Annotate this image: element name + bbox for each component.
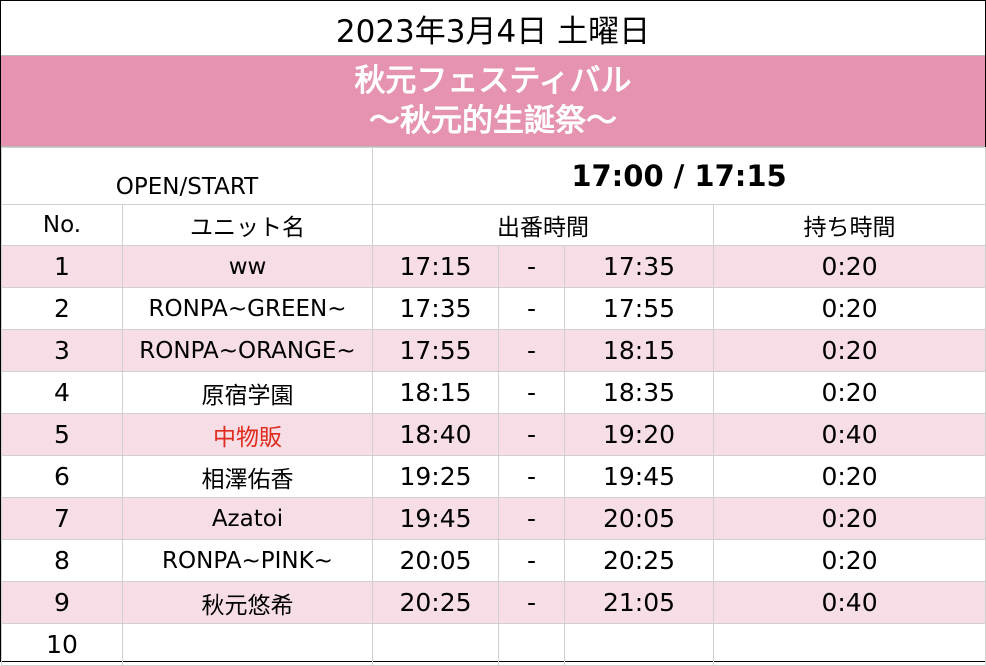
unit-name [121, 623, 374, 666]
time-separator: - [498, 497, 566, 540]
table-row: 10 [1, 623, 986, 666]
table-row: 3 RONPA~ORANGE~ 17:55-18:15 0:20 [1, 329, 986, 372]
time-separator: - [498, 581, 566, 624]
unit-name: RONPA~ORANGE~ [121, 329, 374, 372]
end-time: 20:25 [564, 539, 715, 582]
duration: 0:40 [713, 413, 986, 456]
duration: 0:20 [713, 287, 986, 330]
event-title: 秋元フェスティバル [354, 63, 632, 99]
duration: 0:20 [713, 371, 986, 414]
row-number: 8 [1, 539, 123, 582]
row-number: 1 [1, 245, 123, 288]
unit-name: 中物販 [121, 413, 374, 456]
open-start-label: OPEN/START [0, 147, 374, 205]
table-row: 4 原宿学園 18:15-18:35 0:20 [1, 371, 986, 414]
unit-name: ww [121, 245, 374, 288]
duration: 0:40 [713, 581, 986, 624]
row-number: 10 [1, 623, 123, 666]
duration: 0:20 [713, 539, 986, 582]
unit-name: Azatoi [121, 497, 374, 540]
unit-name: RONPA~PINK~ [121, 539, 374, 582]
duration: 0:20 [713, 455, 986, 498]
table-row: 5 中物販 18:40-19:20 0:40 [1, 413, 986, 456]
end-time [564, 623, 715, 666]
start-time [372, 623, 500, 666]
column-header-slot: 出番時間 [372, 204, 715, 246]
time-separator: - [498, 539, 566, 582]
row-number: 2 [1, 287, 123, 330]
event-title-banner: 秋元フェスティバル 〜秋元的生誕祭〜 [1, 55, 985, 147]
table-row: 1 ww 17:15-17:35 0:20 [1, 245, 986, 288]
start-time: 18:40 [372, 413, 500, 456]
time-separator: - [498, 287, 566, 330]
time-separator: - [498, 413, 566, 456]
timetable-body: 1 ww 17:15-17:35 0:20 2 RONPA~GREEN~ 17:35-17:… [1, 245, 986, 666]
table-row: 8 RONPA~PINK~ 20:05-20:25 0:20 [1, 539, 986, 582]
end-time: 18:15 [564, 329, 715, 372]
start-time: 20:05 [372, 539, 500, 582]
time-separator: - [498, 371, 566, 414]
unit-name: RONPA~GREEN~ [121, 287, 374, 330]
event-subtitle: 〜秋元的生誕祭〜 [369, 103, 617, 139]
start-time: 17:15 [372, 245, 500, 288]
start-time: 19:45 [372, 497, 500, 540]
end-time: 21:05 [564, 581, 715, 624]
timetable-grid: OPEN/START 17:00 / 17:15 No. ユニット名 出番時間 … [0, 147, 986, 666]
time-separator: - [498, 455, 566, 498]
row-number: 3 [1, 329, 123, 372]
column-header-unit: ユニット名 [121, 204, 374, 246]
unit-name: 相澤佑香 [121, 455, 374, 498]
unit-name: 原宿学園 [121, 371, 374, 414]
table-row: 6 相澤佑香 19:25-19:45 0:20 [1, 455, 986, 498]
time-separator [498, 623, 566, 666]
end-time: 19:20 [564, 413, 715, 456]
end-time: 17:35 [564, 245, 715, 288]
table-row: 9 秋元悠希 20:25-21:05 0:40 [1, 581, 986, 624]
table-row: 7 Azatoi 19:45-20:05 0:20 [1, 497, 986, 540]
column-header-row: No. ユニット名 出番時間 持ち時間 [1, 204, 986, 246]
row-number: 9 [1, 581, 123, 624]
row-number: 4 [1, 371, 123, 414]
unit-name: 秋元悠希 [121, 581, 374, 624]
end-time: 19:45 [564, 455, 715, 498]
time-separator: - [498, 329, 566, 372]
timetable: OPEN/START 17:00 / 17:15 No. ユニット名 出番時間 … [0, 147, 986, 666]
row-number: 5 [1, 413, 123, 456]
duration: 0:20 [713, 245, 986, 288]
column-header-no: No. [1, 204, 123, 246]
duration: 0:20 [713, 329, 986, 372]
table-row: 2 RONPA~GREEN~ 17:35-17:55 0:20 [1, 287, 986, 330]
start-time: 17:55 [372, 329, 500, 372]
start-time: 20:25 [372, 581, 500, 624]
event-date: 2023年3月4日 土曜日 [1, 1, 985, 55]
open-start-value: 17:00 / 17:15 [372, 147, 986, 205]
time-separator: - [498, 245, 566, 288]
start-time: 17:35 [372, 287, 500, 330]
end-time: 20:05 [564, 497, 715, 540]
end-time: 17:55 [564, 287, 715, 330]
start-time: 18:15 [372, 371, 500, 414]
row-number: 7 [1, 497, 123, 540]
open-start-row: OPEN/START 17:00 / 17:15 [0, 147, 986, 205]
start-time: 19:25 [372, 455, 500, 498]
column-header-duration: 持ち時間 [713, 204, 986, 246]
row-number: 6 [1, 455, 123, 498]
end-time: 18:35 [564, 371, 715, 414]
duration: 0:20 [713, 497, 986, 540]
duration [713, 623, 986, 666]
